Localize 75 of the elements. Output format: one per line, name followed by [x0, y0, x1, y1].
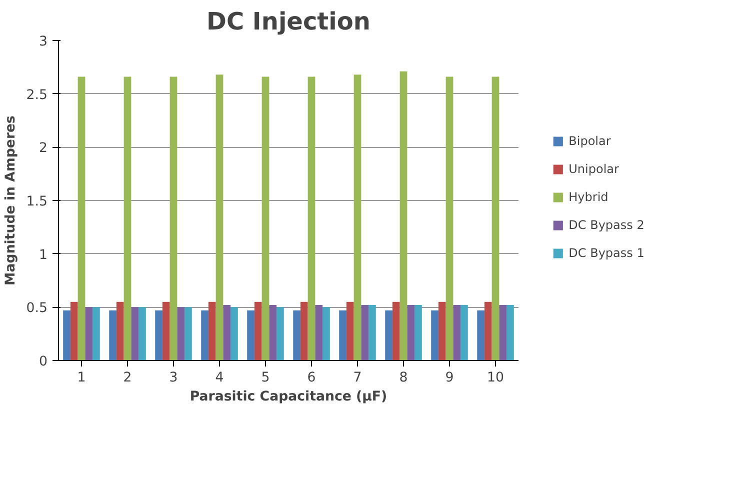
bar [460, 305, 468, 360]
bar [269, 305, 277, 360]
bar [499, 305, 507, 360]
bar [170, 76, 178, 360]
bar [155, 310, 162, 360]
y-tick-label: 0.5 [26, 301, 48, 316]
bar [230, 307, 238, 360]
bar [308, 76, 316, 360]
bar [131, 307, 139, 360]
bar [453, 305, 461, 360]
x-tick-label: 8 [399, 370, 408, 386]
legend-label: DC Bypass 2 [568, 218, 644, 232]
bar [315, 305, 323, 360]
x-tick-label: 4 [215, 370, 224, 386]
bar [400, 71, 408, 360]
bar [361, 305, 369, 360]
x-tick-label: 3 [169, 370, 178, 386]
bar [385, 310, 392, 360]
legend-label: Hybrid [568, 190, 608, 204]
bar [438, 302, 446, 360]
x-tick-label: 10 [487, 370, 504, 386]
bar [368, 305, 376, 360]
x-tick-label: 2 [123, 370, 132, 386]
bar [293, 310, 300, 360]
bar [506, 305, 514, 360]
bar [177, 307, 185, 360]
bar [254, 302, 262, 360]
bar [414, 305, 422, 360]
bar [492, 76, 500, 360]
bar [477, 310, 484, 360]
bar [339, 310, 346, 360]
x-tick-label: 5 [261, 370, 270, 386]
bar [138, 307, 146, 360]
bar [322, 307, 330, 360]
legend-label: Bipolar [568, 134, 611, 148]
x-tick-label: 1 [77, 370, 86, 386]
bar [78, 76, 86, 360]
bar [247, 310, 254, 360]
y-tick-label: 1 [39, 248, 48, 263]
bar [216, 74, 224, 360]
bar [392, 302, 400, 360]
bar [124, 76, 132, 360]
bar [201, 310, 208, 360]
bar [484, 302, 492, 360]
bar [407, 305, 415, 360]
bar [446, 76, 454, 360]
y-tick-label: 0 [39, 354, 48, 370]
bar [354, 74, 362, 360]
y-tick-label: 2.5 [26, 88, 48, 103]
bar [346, 302, 354, 360]
legend-label: Unipolar [568, 162, 619, 176]
bar [276, 307, 284, 360]
bar [92, 307, 100, 360]
x-tick-label: 6 [307, 370, 316, 386]
y-tick-label: 2 [39, 141, 48, 156]
y-tick-label: 1.5 [26, 194, 48, 210]
bar [208, 302, 216, 360]
x-axis-title: Parasitic Capacitance (μF) [190, 390, 388, 404]
y-tick-label: 3 [39, 34, 48, 50]
bar [300, 302, 308, 360]
bar [431, 310, 438, 360]
x-tick-label: 9 [445, 370, 454, 386]
y-axis-title: Magnitude in Amperes [3, 115, 18, 286]
bar [223, 305, 231, 360]
legend-label: DC Bypass 1 [568, 246, 644, 260]
bar [162, 302, 170, 360]
bar [184, 307, 192, 360]
bar [85, 307, 93, 360]
bar [63, 310, 70, 360]
bar [116, 302, 124, 360]
x-tick-label: 7 [353, 370, 362, 386]
bar [262, 76, 270, 360]
bar [70, 302, 78, 360]
chart-title: DC Injection [206, 8, 370, 36]
bar [109, 310, 116, 360]
